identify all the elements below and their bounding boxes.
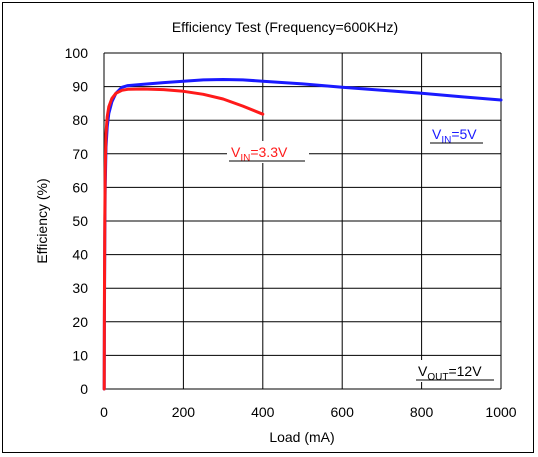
y-tick-label-0: 0 xyxy=(80,381,88,397)
y-tick-label-5: 50 xyxy=(72,213,88,229)
x-tick-label-5: 1000 xyxy=(485,404,516,420)
series-lines xyxy=(102,78,503,391)
y-tick-label-10: 100 xyxy=(65,45,89,61)
y-tick-label-6: 60 xyxy=(72,179,88,195)
tick-labels: 0 200 400 600 800 1000 0 10 20 30 40 50 60 70 80 90 100 xyxy=(65,45,517,420)
x-axis-label: Load (mA) xyxy=(269,429,334,445)
annotation-text-2: VOUT=12V xyxy=(418,363,482,383)
y-tick-label-4: 40 xyxy=(72,247,88,263)
x-tick-label-1: 200 xyxy=(172,404,196,420)
y-tick-label-1: 10 xyxy=(72,347,88,363)
annotation-0: VIN=3.3V xyxy=(227,141,309,164)
annotation-text-1: VIN=5V xyxy=(432,126,477,146)
y-tick-label-3: 30 xyxy=(72,280,88,296)
annotation-text-0: VIN=3.3V xyxy=(231,144,288,164)
annotation-2: VOUT=12V xyxy=(414,360,498,383)
y-tick-label-2: 20 xyxy=(72,314,88,330)
annotation-bg-0 xyxy=(227,141,309,163)
series-line-1 xyxy=(102,87,265,391)
x-tick-label-2: 400 xyxy=(251,404,275,420)
chart-title: Efficiency Test (Frequency=600KHz) xyxy=(172,19,398,35)
grid xyxy=(103,52,502,390)
annotation-bg-2 xyxy=(414,360,498,382)
annotation-bg-1 xyxy=(428,123,487,145)
y-axis-label: Efficiency (%) xyxy=(34,178,50,263)
y-tick-label-9: 90 xyxy=(72,79,88,95)
x-tick-label-4: 800 xyxy=(410,404,434,420)
x-tick-label-0: 0 xyxy=(100,404,108,420)
y-tick-label-8: 80 xyxy=(72,112,88,128)
y-tick-label-7: 70 xyxy=(72,146,88,162)
series-annotations: VIN=3.3V VIN=5V VOUT=12V xyxy=(227,123,498,383)
annotation-1: VIN=5V xyxy=(428,123,487,146)
x-tick-label-3: 600 xyxy=(331,404,355,420)
